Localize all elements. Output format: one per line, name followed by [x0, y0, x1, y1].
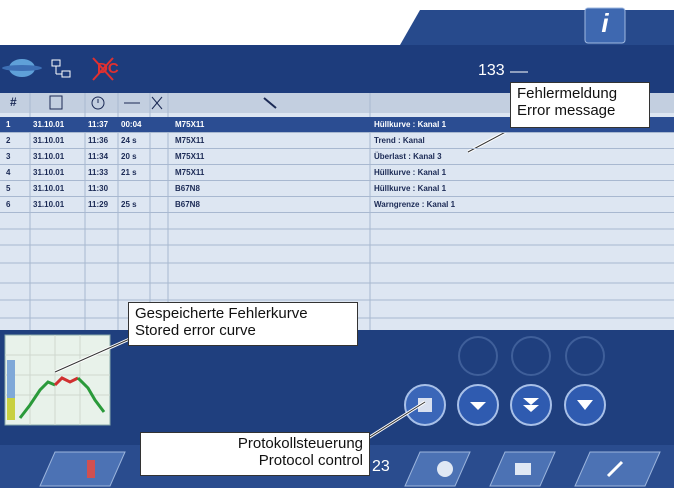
table-cell: 31.10.01: [33, 181, 64, 197]
table-cell: M75X11: [175, 117, 204, 133]
table-cell: 24 s: [121, 133, 137, 149]
table-cell: 4: [6, 165, 10, 181]
table-cell: 2: [6, 133, 10, 149]
table-cell: 31.10.01: [33, 133, 64, 149]
table-cell: 31.10.01: [33, 117, 64, 133]
table-cell: 20 s: [121, 149, 137, 165]
table-cell: 1: [6, 117, 10, 133]
screen: DC 133 i # 1 31.10.01 11:37 00:04 M75X11 Hüll…: [0, 0, 674, 488]
table-cell: 11:29: [88, 197, 108, 213]
table-cell: M75X11: [175, 165, 204, 181]
callout-subtitle: Stored error curve: [135, 322, 351, 339]
table-row[interactable]: 5 31.10.01 11:30 B67N8 Hüllkurve : Kanal 1: [0, 181, 674, 197]
table-cell: Hüllkurve : Kanal 1: [374, 165, 446, 181]
table-cell: 11:30: [88, 181, 108, 197]
table-cell: 31.10.01: [33, 149, 64, 165]
table-cell: Warngrenze : Kanal 1: [374, 197, 455, 213]
table-cell: Hüllkurve : Kanal 1: [374, 181, 446, 197]
callout: Protokollsteuerung Protocol control: [140, 432, 370, 476]
table-cell: M75X11: [175, 133, 204, 149]
tab-label[interactable]: 23: [372, 458, 390, 476]
callout-title: Fehlermeldung: [517, 85, 643, 102]
table-cell: Hüllkurve : Kanal 1: [374, 117, 446, 133]
table-cell: 21 s: [121, 165, 137, 181]
table-cell: 6: [6, 197, 10, 213]
counter: 133: [478, 62, 505, 80]
table-cell: B67N8: [175, 197, 200, 213]
table-cell: 25 s: [121, 197, 137, 213]
table-cell: 31.10.01: [33, 197, 64, 213]
table-cell: Überlast : Kanal 3: [374, 149, 442, 165]
table-row[interactable]: 2 31.10.01 11:36 24 s M75X11 Trend : Kanal: [0, 133, 674, 149]
callout-subtitle: Error message: [517, 102, 643, 119]
table-row[interactable]: 6 31.10.01 11:29 25 s B67N8 Warngrenze : Kana…: [0, 197, 674, 213]
table-cell: 00:04: [121, 117, 141, 133]
table-cell: B67N8: [175, 181, 200, 197]
column-header: #: [10, 95, 17, 109]
table-cell: 11:34: [88, 149, 108, 165]
callout-title: Protokollsteuerung: [147, 435, 363, 452]
table-cell: 3: [6, 149, 10, 165]
table-cell: 11:36: [88, 133, 108, 149]
callout-subtitle: Protocol control: [147, 452, 363, 469]
table-cell: 5: [6, 181, 10, 197]
table-cell: 11:33: [88, 165, 108, 181]
table-row[interactable]: 4 31.10.01 11:33 21 s M75X11 Hüllkurve : Kana…: [0, 165, 674, 181]
callout: Gespeicherte Fehlerkurve Stored error cu…: [128, 302, 358, 346]
callout: Fehlermeldung Error message: [510, 82, 650, 128]
table-row[interactable]: 3 31.10.01 11:34 20 s M75X11 Überlast : Kanal…: [0, 149, 674, 165]
table-cell: Trend : Kanal: [374, 133, 425, 149]
callout-title: Gespeicherte Fehlerkurve: [135, 305, 351, 322]
info-button[interactable]: i: [585, 8, 625, 39]
table-cell: M75X11: [175, 149, 204, 165]
dc-icon-label: DC: [97, 60, 119, 77]
table-cell: 31.10.01: [33, 165, 64, 181]
table-cell: 11:37: [88, 117, 108, 133]
